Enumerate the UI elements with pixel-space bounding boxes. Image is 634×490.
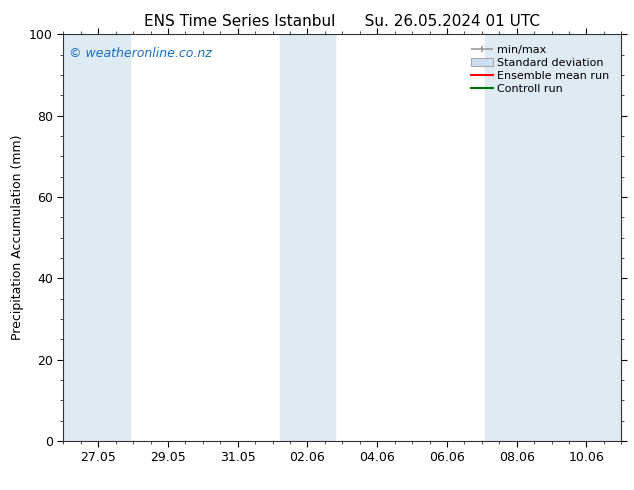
Bar bbox=[280, 34, 335, 441]
Title: ENS Time Series Istanbul      Su. 26.05.2024 01 UTC: ENS Time Series Istanbul Su. 26.05.2024 … bbox=[145, 14, 540, 29]
Text: © weatheronline.co.nz: © weatheronline.co.nz bbox=[69, 47, 212, 59]
Bar bbox=[486, 34, 625, 441]
Bar bbox=[60, 34, 129, 441]
Y-axis label: Precipitation Accumulation (mm): Precipitation Accumulation (mm) bbox=[11, 135, 23, 341]
Legend: min/max, Standard deviation, Ensemble mean run, Controll run: min/max, Standard deviation, Ensemble me… bbox=[467, 42, 613, 97]
